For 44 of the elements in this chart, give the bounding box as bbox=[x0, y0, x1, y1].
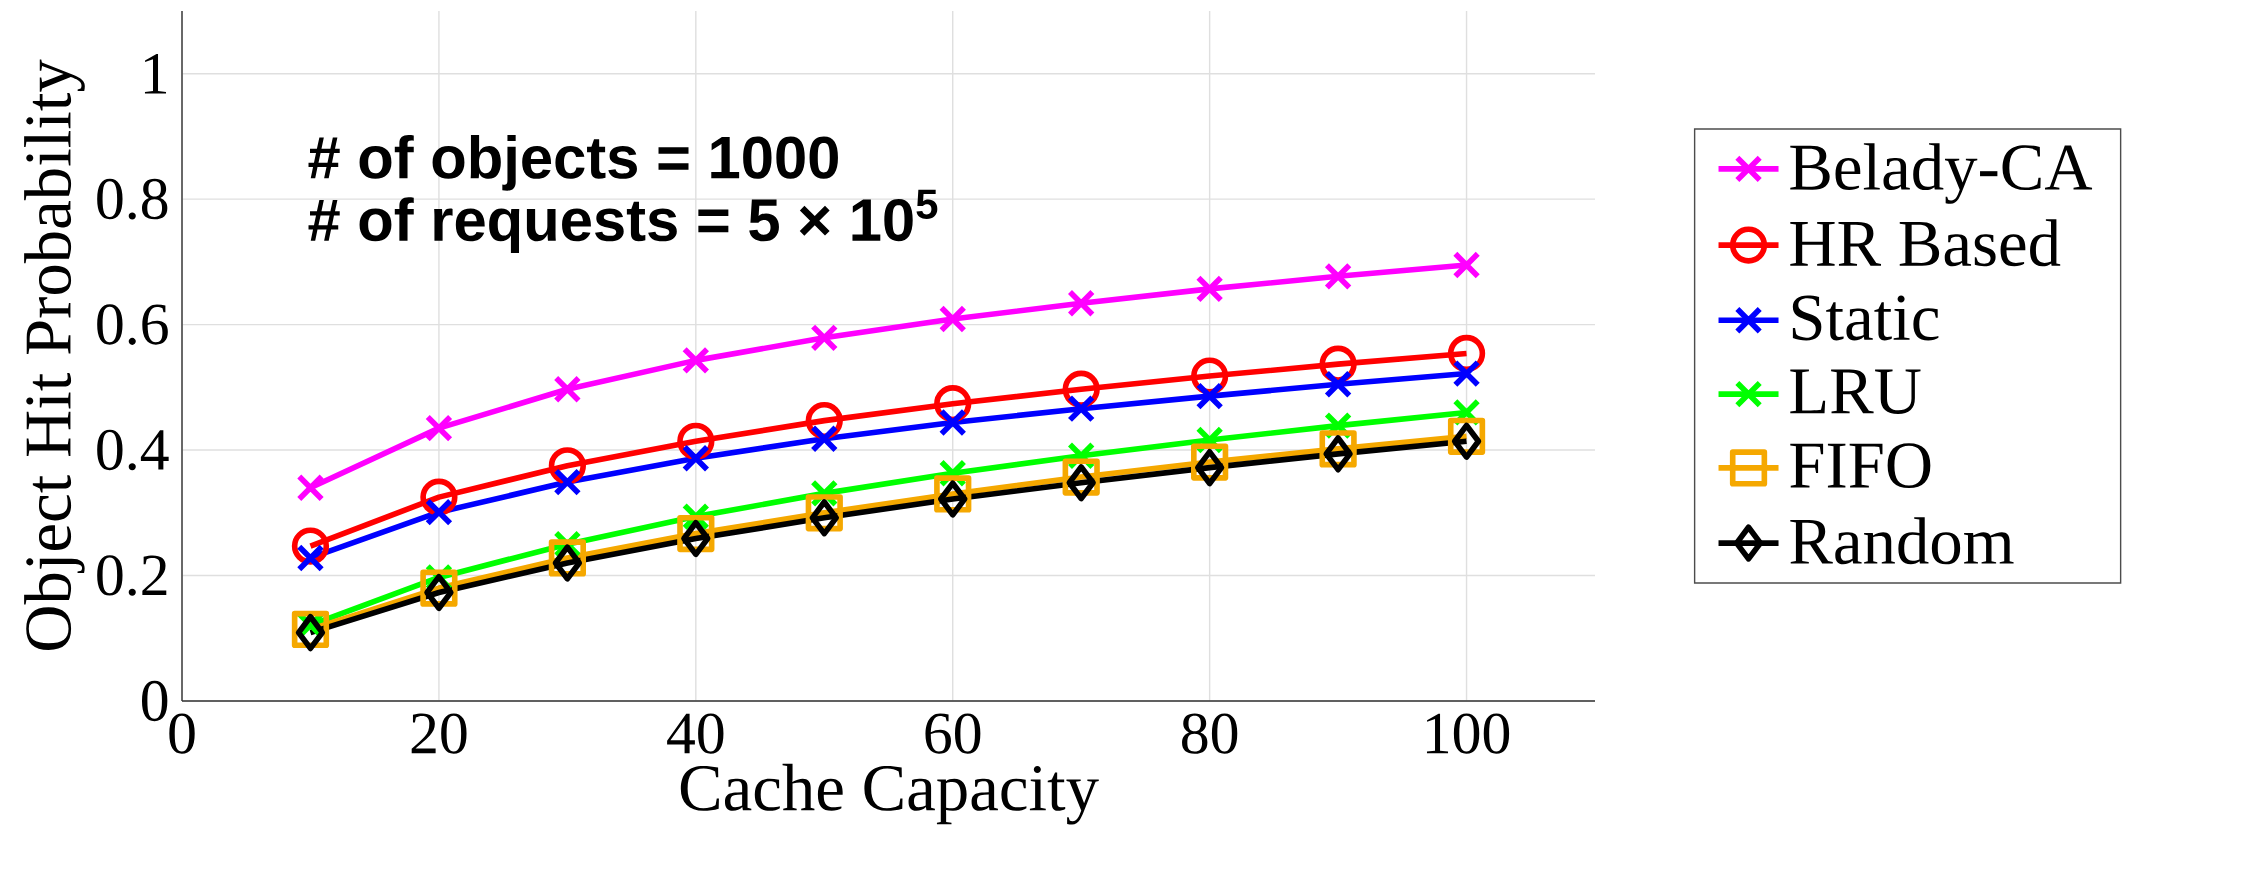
x-axis-title: Cache Capacity bbox=[680, 763, 1099, 825]
y-tick-label: 0 bbox=[141, 680, 168, 722]
y-tick-label: 0.8 bbox=[97, 178, 168, 220]
point bbox=[1195, 382, 1224, 411]
point bbox=[1319, 345, 1357, 383]
legend-label: Belady-CA bbox=[1790, 143, 2093, 204]
legend-label: Random bbox=[1790, 517, 2014, 565]
x-tick-label: 40 bbox=[667, 713, 724, 754]
point bbox=[1324, 262, 1353, 291]
y-tick-label: 0.2 bbox=[97, 555, 167, 596]
point bbox=[296, 473, 325, 502]
point bbox=[938, 408, 967, 437]
point bbox=[810, 323, 839, 352]
annotation: # of objects = 1000 bbox=[308, 134, 838, 191]
point bbox=[1195, 274, 1224, 303]
y-tick-label: 0.4 bbox=[97, 429, 169, 471]
point bbox=[1067, 394, 1096, 423]
legend-label: LRU bbox=[1790, 369, 1921, 414]
x-tick-label: 100 bbox=[1426, 713, 1510, 754]
point bbox=[1067, 289, 1096, 318]
point bbox=[424, 414, 453, 443]
legend-label: FIFO bbox=[1790, 443, 1931, 489]
point bbox=[1447, 334, 1486, 373]
point bbox=[553, 468, 582, 497]
point bbox=[1194, 449, 1225, 487]
x-tick-label: 60 bbox=[925, 713, 981, 754]
y-axis-title: Object Hit Probability bbox=[24, 59, 85, 650]
point bbox=[1324, 370, 1353, 399]
point bbox=[681, 444, 710, 473]
point bbox=[553, 375, 582, 404]
point bbox=[1452, 251, 1481, 280]
point bbox=[681, 346, 710, 375]
x-tick-label: 20 bbox=[411, 713, 467, 754]
point bbox=[810, 424, 839, 453]
legend-label: HR Based bbox=[1790, 219, 2061, 267]
legend-label: Static bbox=[1792, 295, 1939, 341]
point bbox=[424, 498, 453, 527]
y-tick-label: 0.6 bbox=[97, 304, 168, 345]
point bbox=[1066, 464, 1096, 502]
x-tick-label: 0 bbox=[169, 713, 195, 754]
x-tick-label: 80 bbox=[1182, 713, 1238, 754]
point bbox=[1452, 359, 1481, 388]
y-tick-label: 1 bbox=[144, 53, 167, 94]
point bbox=[938, 304, 967, 333]
